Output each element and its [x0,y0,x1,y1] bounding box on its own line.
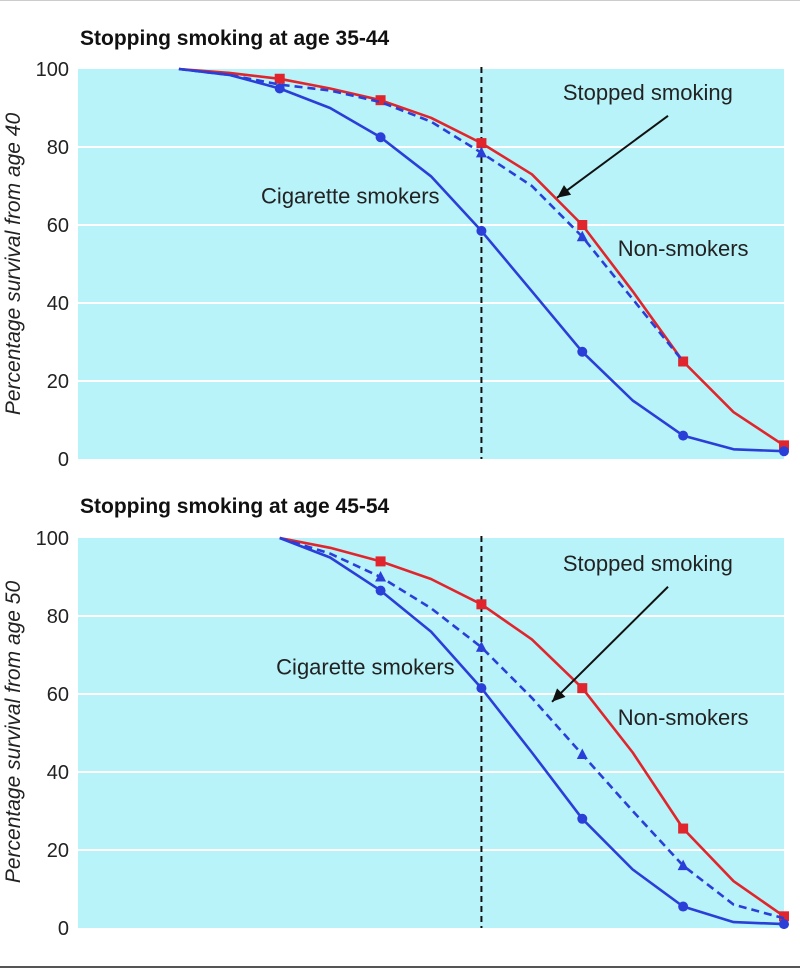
arrow-head [552,688,566,702]
annotations: Stopped smoking Cigarette smokers Non-smok… [276,551,748,730]
data-point-non-smokers [476,599,487,610]
data-point-non-smokers [274,73,285,84]
data-point-stopped-smoking [677,859,689,871]
data-point-cigarette-smokers [375,585,386,596]
y-axis-label: Percentage survival from age 50 [2,581,25,884]
series-line-stopped-smoking [279,536,785,920]
chart-panel-top: Stopping smoking at age 35-44 0 20 40 60 80 1… [2,27,789,471]
y-tick-label: 40 [47,293,69,315]
annotation-non-smokers: Non-smokers [618,236,749,261]
y-tick-label: 60 [47,215,69,237]
series [279,536,789,930]
chart-title: Stopping smoking at age 35-44 [80,27,390,50]
chart-panel-bottom: Stopping smoking at age 45-54 0 20 40 60 80 1… [2,495,789,940]
grid [78,615,784,851]
y-tick-label: 0 [58,918,69,940]
grid [78,146,784,382]
data-point-non-smokers [678,356,689,367]
annotation-arrow [551,586,669,703]
data-point-cigarette-smokers [678,901,689,912]
y-tick-label: 20 [47,371,69,393]
y-tick-label: 100 [36,59,69,81]
annotation-stopped-smoking: Stopped smoking [563,80,733,105]
data-point-cigarette-smokers [678,430,689,441]
data-point-non-smokers [476,138,487,149]
annotation-stopped-smoking: Stopped smoking [563,551,733,576]
annotation-arrow [556,114,669,199]
data-point-non-smokers [375,556,386,567]
data-point-non-smokers [678,823,689,834]
series-line-non-smokers [279,536,785,918]
data-point-cigarette-smokers [375,132,386,143]
data-point-non-smokers [779,440,789,451]
series [178,67,789,457]
y-tick-label: 80 [47,137,69,159]
data-point-stopped-smoking [576,748,588,759]
data-point-stopped-smoking [375,571,387,582]
data-point-non-smokers [779,911,789,922]
y-tick-label: 100 [36,528,69,550]
y-tick-label: 20 [47,840,69,862]
data-point-cigarette-smokers [779,446,789,457]
annotation-cigarette-smokers: Cigarette smokers [276,655,455,680]
data-point-stopped-smoking [475,146,487,158]
plot-area [78,538,784,928]
y-axis: 0 20 40 60 80 100 [36,59,69,471]
y-tick-label: 60 [47,684,69,706]
y-tick-label: 80 [47,606,69,628]
data-point-cigarette-smokers [476,225,487,236]
series-line-cigarette-smokers [279,536,785,926]
plot-area [78,69,784,459]
data-point-non-smokers [577,220,588,230]
data-point-cigarette-smokers [476,683,487,694]
annotations: Stopped smoking Cigarette smokers Non-smok… [261,80,748,261]
arrow-head [557,185,572,198]
chart-title: Stopping smoking at age 45-54 [80,495,390,518]
y-tick-label: 40 [47,762,69,784]
series-line-stopped-smoking [178,67,685,363]
y-axis: 0 20 40 60 80 100 [36,528,69,940]
y-axis-label: Percentage survival from age 40 [2,113,25,416]
data-point-stopped-smoking [475,641,487,652]
data-point-cigarette-smokers [779,919,789,930]
annotation-non-smokers: Non-smokers [618,705,749,730]
data-point-non-smokers [375,95,386,106]
data-point-cigarette-smokers [577,346,588,357]
data-point-cigarette-smokers [577,813,588,824]
y-tick-label: 0 [58,449,69,471]
data-point-stopped-smoking [576,230,588,242]
annotation-cigarette-smokers: Cigarette smokers [261,184,440,209]
data-point-non-smokers [577,683,588,694]
